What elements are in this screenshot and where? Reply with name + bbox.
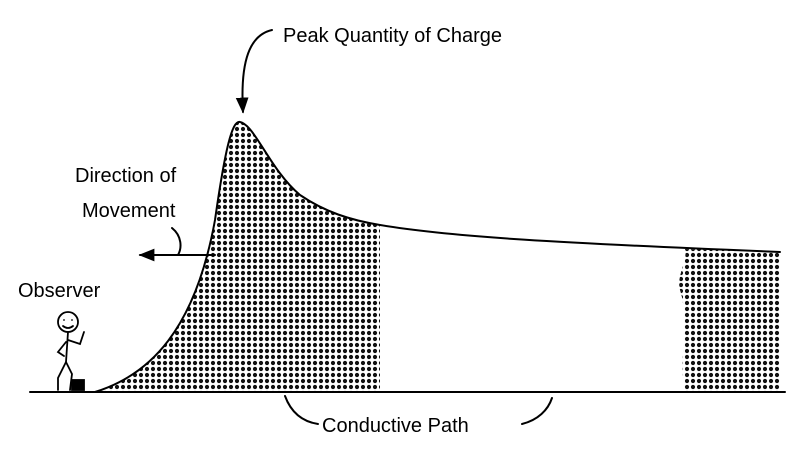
charge-region bbox=[679, 249, 780, 392]
charge-curve bbox=[94, 121, 781, 393]
peak-label: Peak Quantity of Charge bbox=[283, 25, 502, 47]
observer-label: Observer bbox=[18, 280, 101, 302]
path-bracket bbox=[521, 397, 553, 425]
charge-region bbox=[95, 121, 380, 392]
direction-label: Direction of bbox=[75, 165, 177, 187]
path-bracket bbox=[284, 395, 319, 425]
path-label: Conductive Path bbox=[322, 415, 469, 437]
peak-arrow bbox=[235, 29, 273, 114]
observer-figure bbox=[56, 311, 85, 391]
direction-hook bbox=[171, 227, 182, 256]
direction-label: Movement bbox=[82, 200, 176, 222]
